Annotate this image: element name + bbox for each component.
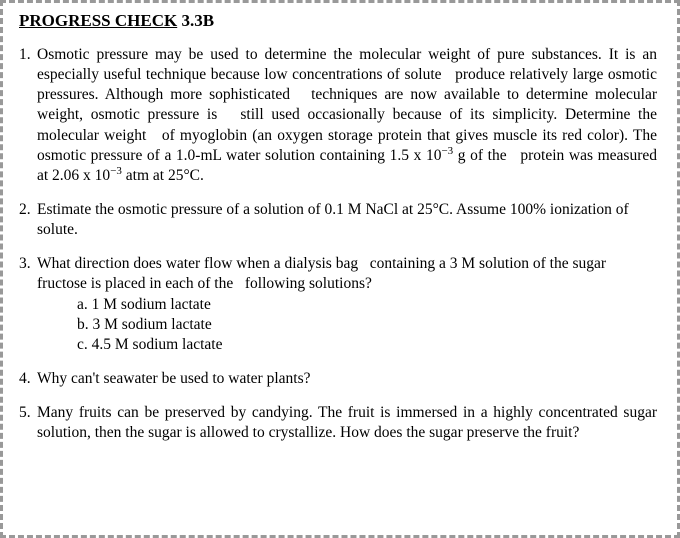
title-number: 3.3B — [181, 11, 214, 30]
question-5: Many fruits can be preserved by candying… — [19, 403, 657, 443]
q3-option-b: b. 3 M sodium lactate — [77, 315, 657, 335]
q3-option-c: c. 4.5 M sodium lactate — [77, 335, 657, 355]
q3-option-a: a. 1 M sodium lactate — [77, 295, 657, 315]
page-title: PROGRESS CHECK 3.3B — [19, 11, 657, 31]
q2-text: Estimate the osmotic pressure of a solut… — [37, 201, 629, 238]
question-1: Osmotic pressure may be used to determin… — [19, 45, 657, 186]
q1-text: Osmotic pressure may be used to determin… — [37, 46, 657, 184]
question-2: Estimate the osmotic pressure of a solut… — [19, 200, 657, 240]
progress-check-panel: PROGRESS CHECK 3.3B Osmotic pressure may… — [0, 0, 680, 538]
question-4: Why can't seawater be used to water plan… — [19, 369, 657, 389]
question-list: Osmotic pressure may be used to determin… — [19, 45, 657, 443]
q3-sublist: a. 1 M sodium lactate b. 3 M sodium lact… — [37, 295, 657, 355]
q5-text: Many fruits can be preserved by candying… — [37, 404, 657, 441]
title-label: PROGRESS CHECK — [19, 11, 177, 30]
question-3: What direction does water flow when a di… — [19, 254, 657, 355]
q3-main-text: What direction does water flow when a di… — [37, 255, 606, 292]
q4-text: Why can't seawater be used to water plan… — [37, 370, 311, 387]
